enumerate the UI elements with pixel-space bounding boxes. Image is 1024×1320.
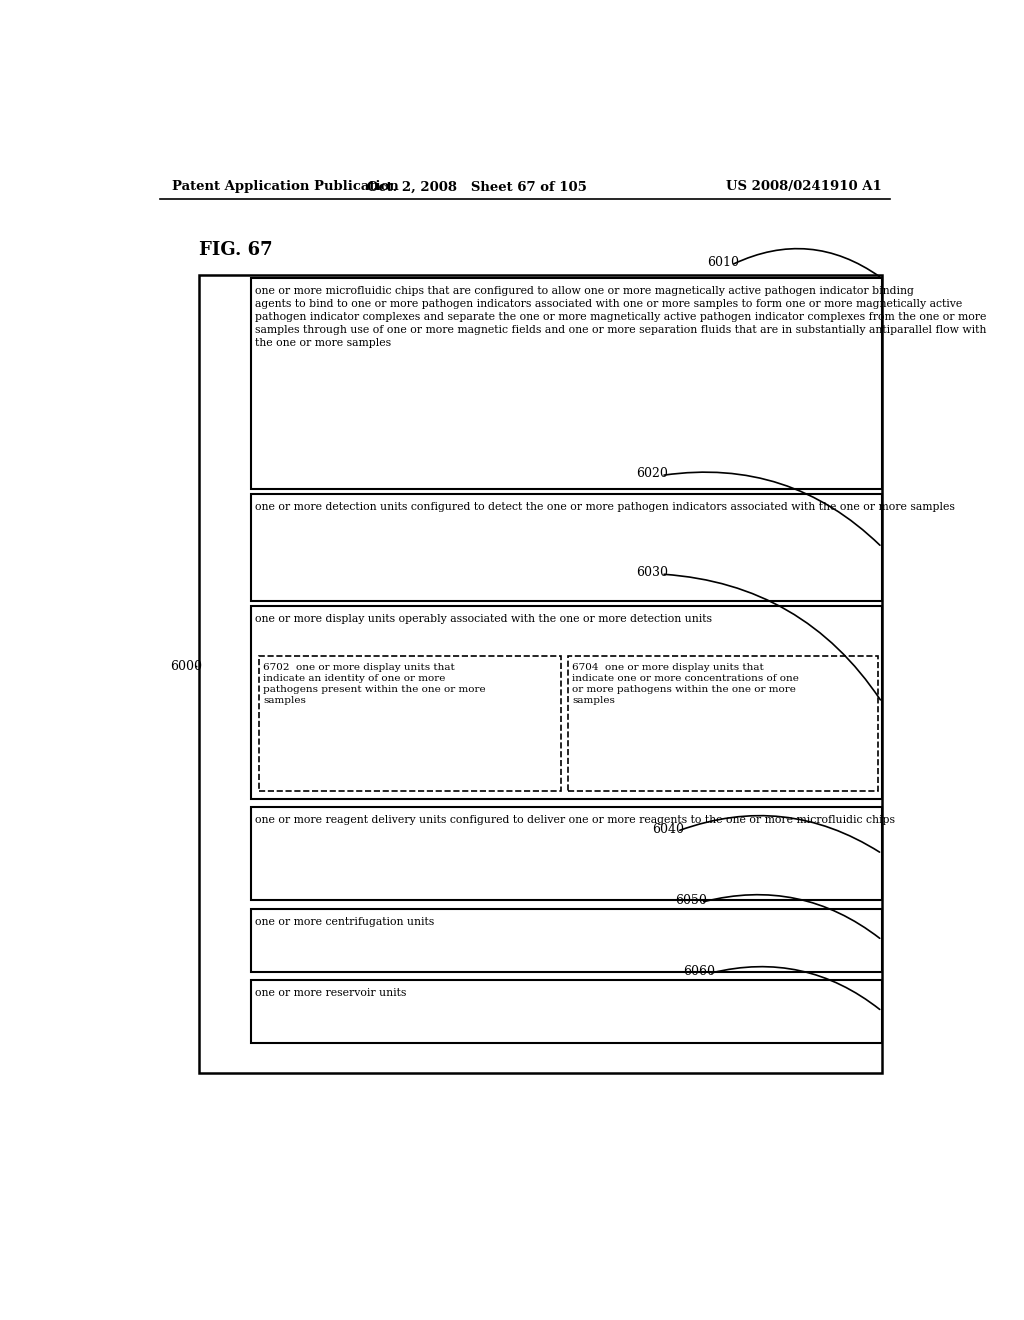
Bar (251, 908, 882, 972)
Bar (251, 279, 882, 488)
Text: Oct. 2, 2008   Sheet 67 of 105: Oct. 2, 2008 Sheet 67 of 105 (368, 181, 587, 193)
Text: 6704  one or more display units that
indicate one or more concentrations of one
: 6704 one or more display units that indi… (572, 663, 800, 705)
Text: 6010: 6010 (708, 256, 739, 268)
Bar (251, 494, 882, 601)
Text: 6000: 6000 (170, 660, 202, 673)
Text: US 2008/0241910 A1: US 2008/0241910 A1 (726, 181, 882, 193)
Bar (251, 979, 882, 1043)
Bar (200, 276, 882, 1073)
Text: 6060: 6060 (684, 965, 716, 978)
Text: Patent Application Publication: Patent Application Publication (172, 181, 398, 193)
Text: 6050: 6050 (676, 894, 708, 907)
Bar (251, 606, 882, 799)
Text: 6020: 6020 (636, 467, 668, 480)
Text: 6040: 6040 (652, 822, 684, 836)
Text: 6030: 6030 (636, 565, 668, 578)
Text: one or more microfluidic chips that are configured to allow one or more magnetic: one or more microfluidic chips that are … (255, 286, 986, 347)
Bar (251, 807, 882, 900)
Text: one or more reagent delivery units configured to deliver one or more reagents to: one or more reagent delivery units confi… (255, 814, 895, 825)
Bar (568, 656, 878, 791)
Text: one or more reservoir units: one or more reservoir units (255, 987, 407, 998)
Text: FIG. 67: FIG. 67 (200, 240, 273, 259)
Text: one or more centrifugation units: one or more centrifugation units (255, 916, 434, 927)
Text: 6702  one or more display units that
indicate an identity of one or more
pathoge: 6702 one or more display units that indi… (263, 663, 485, 705)
Text: one or more detection units configured to detect the one or more pathogen indica: one or more detection units configured t… (255, 502, 954, 512)
Text: one or more display units operably associated with the one or more detection uni: one or more display units operably assoc… (255, 614, 712, 624)
Bar (259, 656, 560, 791)
